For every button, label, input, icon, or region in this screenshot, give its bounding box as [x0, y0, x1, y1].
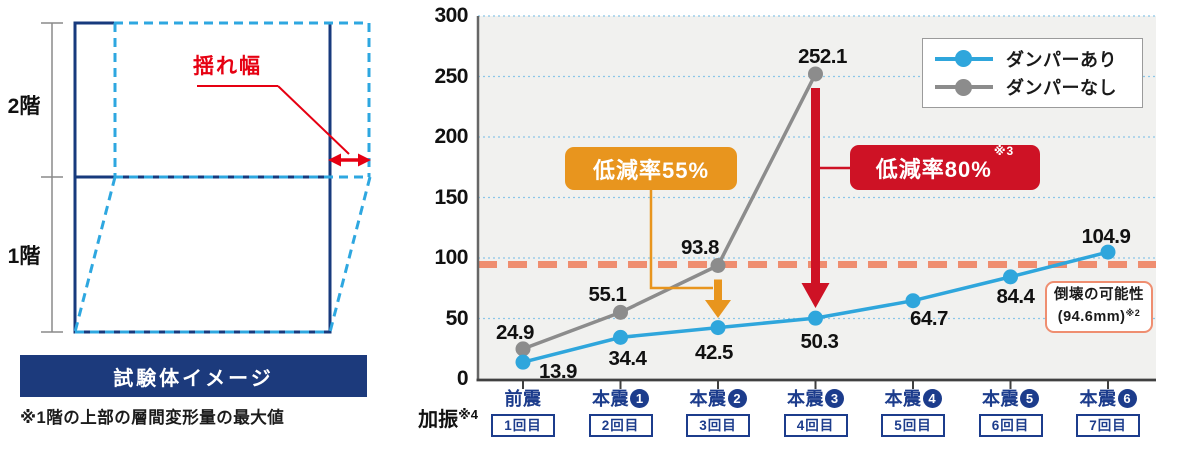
- sway-arrow-head-right: [358, 153, 371, 167]
- series-point-damper-on: [710, 320, 726, 336]
- data-label: 93.8: [681, 235, 719, 259]
- x-category-label: 前震: [473, 387, 573, 409]
- floor1-label: 1階: [7, 245, 41, 268]
- x-sub-label: 2回目: [588, 414, 653, 437]
- y-tick-label: 0: [456, 367, 469, 390]
- x-sub-label: 4回目: [783, 414, 848, 437]
- x-sub-label: 3回目: [686, 414, 750, 437]
- collapse-threshold-line2: (94.6mm): [1057, 309, 1126, 325]
- x-sub-label: 1回目: [491, 414, 555, 437]
- collapse-threshold-label: 倒壊の可能性 (94.6mm)※2: [1045, 281, 1153, 333]
- sway-arrow-head-left: [328, 153, 341, 167]
- legend: ダンパーあり ダンパーなし: [922, 38, 1143, 108]
- legend-item-damper-off: ダンパーなし: [935, 74, 1130, 100]
- legend-label-damper-on: ダンパーあり: [1006, 49, 1117, 70]
- x-category-text: 本震: [884, 389, 922, 409]
- footnote-max-deformation: ※1階の上部の層間変形量の最大値: [20, 409, 285, 427]
- x-category-label: 本震 2: [668, 387, 768, 409]
- reduction-55-arrow-head: [705, 300, 731, 318]
- data-label: 34.4: [608, 347, 647, 371]
- annotation-reduction-55-text: 低減率55%: [592, 157, 710, 183]
- data-label: 64.7: [910, 306, 948, 330]
- x-category-text: 本震: [689, 389, 727, 409]
- y-tick-label: 150: [434, 185, 468, 209]
- annotation-reduction-80-text: 低減率80%: [875, 156, 992, 182]
- series-point-damper-on: [808, 310, 823, 326]
- data-label: 42.5: [695, 340, 733, 364]
- frame-deformed-dashed-line: [328, 176, 372, 333]
- specimen-caption-banner: 試験体イメージ: [20, 355, 367, 397]
- reduction-80-arrow-head: [801, 283, 830, 308]
- x-sub-label: 6回目: [978, 414, 1043, 437]
- y-tick-label: 250: [434, 64, 468, 88]
- x-category-text: 前震: [504, 389, 542, 409]
- x-category-label: 本震 1: [571, 387, 671, 409]
- x-category-circled-number: 3: [825, 388, 844, 408]
- collapse-threshold-line1: 倒壊の可能性: [1054, 287, 1144, 304]
- x-category-circled-number: 2: [727, 388, 747, 408]
- legend-marker-damper-on: [935, 50, 993, 68]
- x-category-text: 本震: [592, 389, 629, 409]
- x-category-circled-number: 4: [922, 388, 942, 408]
- data-label: 13.9: [539, 360, 577, 384]
- x-category-text: 本震: [1079, 389, 1117, 409]
- y-tick-label: 300: [434, 4, 468, 27]
- x-sub-label: 5回目: [881, 414, 945, 437]
- x-sub-label: 7回目: [1076, 414, 1140, 437]
- legend-item-damper-on: ダンパーあり: [935, 46, 1130, 72]
- frame-deformed-dashed-line: [73, 176, 117, 333]
- series-point-damper-on: [613, 329, 628, 345]
- y-tick-label: 50: [445, 306, 469, 330]
- data-label: 24.9: [496, 320, 534, 344]
- specimen-caption-text: 試験体イメージ: [113, 367, 274, 390]
- y-tick-label: 200: [434, 125, 468, 148]
- x-category-text: 本震: [787, 389, 824, 409]
- floor2-label: 2階: [7, 95, 41, 118]
- x-category-circled-number: 5: [1020, 388, 1039, 408]
- annotation-reduction-80: 低減率80% ※3: [850, 145, 1040, 190]
- annotation-reduction-55: 低減率55%: [565, 147, 737, 190]
- sway-width-label: 揺れ幅: [193, 55, 262, 78]
- x-axis-title-text: 加振: [418, 409, 459, 431]
- data-label: 55.1: [588, 283, 627, 307]
- sway-leader-diagonal: [277, 85, 350, 155]
- x-category-circled-number: 1: [630, 388, 649, 408]
- x-category-label: 本震 3: [766, 387, 866, 409]
- x-category-circled-number: 6: [1117, 388, 1137, 408]
- x-category-label: 本震 6: [1058, 387, 1158, 409]
- x-axis-title-sup: ※4: [458, 407, 478, 422]
- data-label: 84.4: [996, 284, 1035, 308]
- data-label: 50.3: [800, 330, 839, 354]
- data-label: 104.9: [1081, 225, 1131, 249]
- x-axis-title: 加振※4: [398, 403, 478, 432]
- x-category-label: 本震 4: [863, 387, 963, 409]
- series-point-damper-off: [710, 258, 726, 274]
- legend-label-damper-off: ダンパーなし: [1006, 78, 1117, 99]
- data-label: 252.1: [798, 44, 847, 68]
- series-line-damper-off: [522, 73, 818, 351]
- collapse-threshold-sup: ※2: [1125, 308, 1141, 318]
- legend-marker-damper-off: [935, 78, 993, 96]
- series-point-damper-on: [1003, 269, 1018, 285]
- collapse-threshold-line2-wrap: (94.6mm)※2: [1058, 307, 1140, 329]
- series-point-damper-on: [515, 354, 531, 370]
- x-category-label: 本震 5: [961, 387, 1061, 409]
- x-category-text: 本震: [982, 389, 1019, 409]
- y-tick-label: 100: [434, 246, 468, 269]
